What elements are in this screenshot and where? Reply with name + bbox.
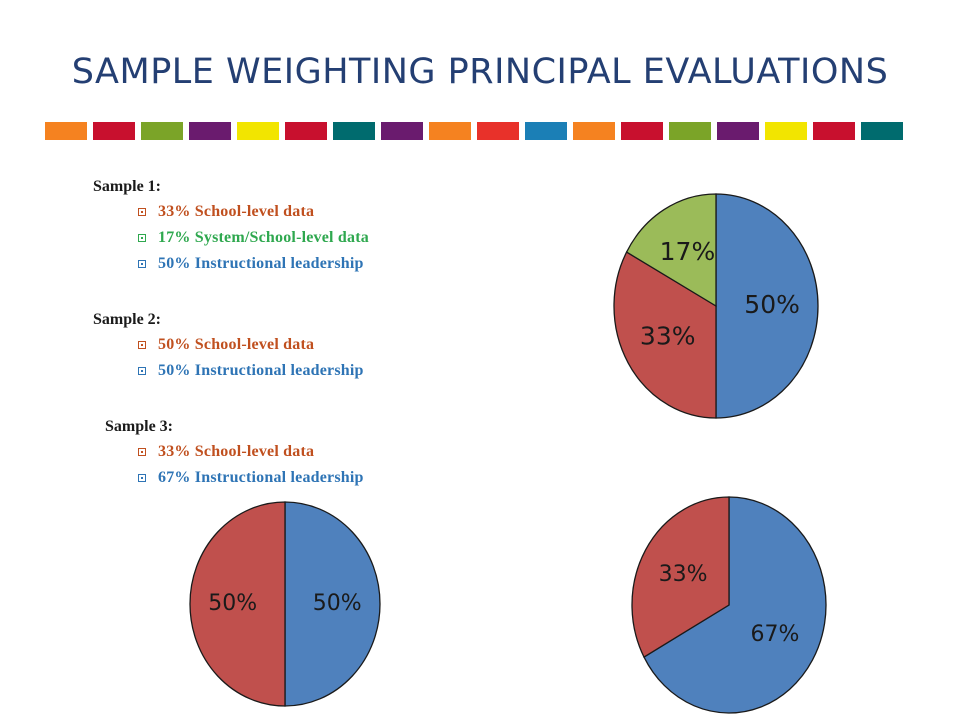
pie-slice: [643, 496, 827, 714]
pie-slice-label: 50%: [313, 591, 362, 616]
stripe-block-7: [381, 122, 423, 140]
stripe-block-5: [285, 122, 327, 140]
sample-2-item-instructional: 50% Instructional leadership: [138, 362, 364, 380]
stripe-block-3: [189, 122, 231, 140]
pie-slice: [284, 501, 381, 707]
pie-slice: [189, 501, 286, 707]
pie-slice-label: 67%: [750, 622, 799, 647]
pie-slice-label: 33%: [659, 562, 708, 587]
item-text: 50% Instructional leadership: [158, 255, 364, 272]
square-bullet-icon: [138, 208, 146, 216]
pie-slice-label: 33%: [640, 321, 696, 350]
stripe-block-15: [765, 122, 807, 140]
stripe-block-13: [669, 122, 711, 140]
square-bullet-icon: [138, 448, 146, 456]
pie-slice: [613, 251, 717, 419]
page-title: SAMPLE WEIGHTING PRINCIPAL EVALUATIONS: [71, 52, 889, 92]
pie-chart-sample-1: 50% 33% 17%: [613, 193, 819, 419]
pie-slice-label: 50%: [744, 290, 800, 319]
sample-3-label: Sample 3:: [105, 418, 173, 435]
stripe-block-11: [573, 122, 615, 140]
stripe-block-16: [813, 122, 855, 140]
pie-chart-sample-2: 50% 50%: [189, 501, 381, 707]
sample-1-item-school: 33% School-level data: [138, 203, 314, 221]
item-text: 67% Instructional leadership: [158, 469, 364, 486]
stripe-block-10: [525, 122, 567, 140]
item-text: 50% School-level data: [158, 336, 315, 353]
color-stripe: [45, 122, 903, 140]
item-text: 50% Instructional leadership: [158, 362, 364, 379]
stripe-block-4: [237, 122, 279, 140]
stripe-block-6: [333, 122, 375, 140]
square-bullet-icon: [138, 474, 146, 482]
sample-2-label: Sample 2:: [93, 311, 161, 328]
pie-slice: [625, 193, 717, 308]
sample-1-item-instructional: 50% Instructional leadership: [138, 255, 364, 273]
pie-slice-label: 17%: [660, 237, 716, 266]
pie-chart-sample-3: 67% 33%: [631, 496, 827, 714]
square-bullet-icon: [138, 234, 146, 242]
sample-3-item-school: 33% School-level data: [138, 443, 314, 461]
stripe-block-2: [141, 122, 183, 140]
stripe-block-9: [477, 122, 519, 140]
stripe-block-17: [861, 122, 903, 140]
item-text: 33% School-level data: [158, 443, 315, 460]
stripe-block-8: [429, 122, 471, 140]
sample-1-label: Sample 1:: [93, 178, 161, 195]
item-text: 17% System/School-level data: [158, 229, 369, 246]
stripe-block-14: [717, 122, 759, 140]
pie-slice-label: 50%: [208, 591, 257, 616]
square-bullet-icon: [138, 367, 146, 375]
stripe-block-1: [93, 122, 135, 140]
sample-3-item-instructional: 67% Instructional leadership: [138, 469, 364, 487]
pie-slice: [631, 496, 730, 658]
item-text: 33% School-level data: [158, 203, 315, 220]
square-bullet-icon: [138, 341, 146, 349]
pie-slice: [715, 193, 819, 419]
sample-1-item-system: 17% System/School-level data: [138, 229, 369, 247]
square-bullet-icon: [138, 260, 146, 268]
stripe-block-0: [45, 122, 87, 140]
stripe-block-12: [621, 122, 663, 140]
sample-2-item-school: 50% School-level data: [138, 336, 314, 354]
